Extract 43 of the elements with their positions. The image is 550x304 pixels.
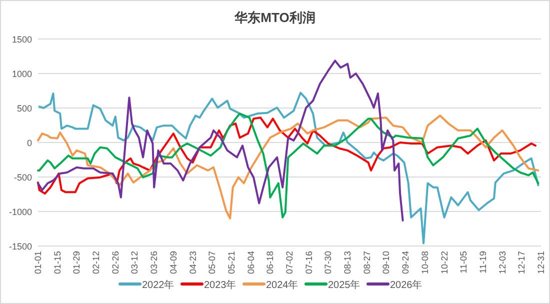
x-tick-label: 11-05 bbox=[458, 251, 469, 274]
x-tick-label: 08-13 bbox=[342, 251, 353, 274]
line-series bbox=[38, 92, 540, 244]
x-tick-label: 07-30 bbox=[323, 251, 334, 274]
x-tick-label: 10-22 bbox=[439, 251, 450, 274]
legend-label: 2026年 bbox=[390, 279, 422, 291]
legend-label: 2024年 bbox=[266, 279, 298, 291]
x-tick-label: 07-02 bbox=[284, 251, 294, 274]
y-tick-label: -500 bbox=[14, 172, 32, 182]
x-tick-label: 05-07 bbox=[207, 251, 218, 274]
x-tick-label: 12-17 bbox=[516, 251, 527, 274]
y-tick-label: 1500 bbox=[12, 34, 32, 44]
x-tick-label: 04-23 bbox=[188, 251, 198, 274]
x-tick-label: 06-04 bbox=[246, 251, 256, 274]
line-series bbox=[37, 116, 536, 195]
x-tick-label: 05-21 bbox=[226, 251, 236, 274]
y-tick-label: 1000 bbox=[12, 69, 32, 79]
x-tick-label: 12-03 bbox=[497, 251, 508, 274]
x-tick-label: 02-26 bbox=[110, 251, 120, 274]
x-tick-label: 11-19 bbox=[478, 251, 488, 274]
x-tick-label: 03-12 bbox=[130, 251, 140, 274]
x-tick-label: 09-10 bbox=[381, 251, 392, 274]
x-tick-label: 01-15 bbox=[52, 251, 62, 274]
y-tick-label: 0 bbox=[26, 138, 32, 148]
x-tick-label: 12-31 bbox=[536, 251, 546, 274]
y-tick-label: -1000 bbox=[8, 207, 32, 217]
x-tick-label: 07-16 bbox=[304, 251, 314, 274]
legend-label: 2022年 bbox=[142, 279, 174, 291]
y-tick-label: 500 bbox=[16, 104, 32, 114]
x-tick-label: 06-18 bbox=[265, 251, 276, 274]
x-tick-label: 04-09 bbox=[168, 251, 178, 274]
x-tick-label: 03-26 bbox=[149, 251, 160, 274]
legend-label: 2025年 bbox=[328, 279, 360, 291]
x-tick-label: 10-08 bbox=[420, 251, 430, 274]
x-tick-label: 01-29 bbox=[72, 251, 82, 274]
x-tick-label: 01-01 bbox=[33, 251, 43, 274]
legend-label: 2023年 bbox=[204, 279, 236, 291]
x-tick-label: 09-24 bbox=[400, 251, 411, 274]
y-tick-label: -1500 bbox=[8, 242, 32, 252]
chart-title: 华东MTO利润 bbox=[234, 10, 316, 25]
line-series bbox=[37, 60, 404, 222]
x-tick-label: 02-12 bbox=[91, 251, 102, 274]
x-tick-label: 08-27 bbox=[362, 251, 372, 274]
